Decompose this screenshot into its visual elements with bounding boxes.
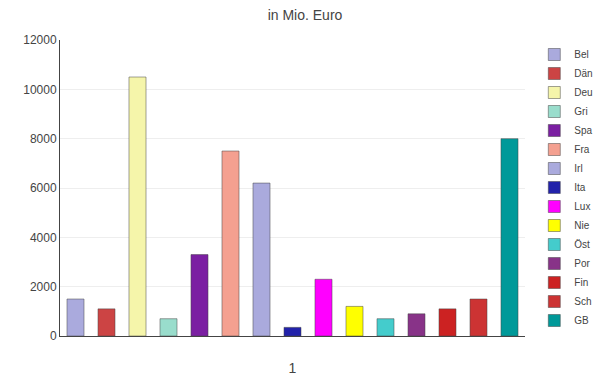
svg-text:Fin: Fin bbox=[574, 277, 588, 288]
svg-text:Fra: Fra bbox=[574, 144, 589, 155]
svg-text:10000: 10000 bbox=[23, 83, 57, 97]
svg-text:Dän: Dän bbox=[574, 68, 592, 79]
svg-text:Nie: Nie bbox=[574, 220, 589, 231]
svg-text:4000: 4000 bbox=[30, 231, 57, 245]
svg-text:Spa: Spa bbox=[574, 125, 592, 136]
svg-text:12000: 12000 bbox=[23, 33, 57, 47]
svg-text:Por: Por bbox=[574, 258, 590, 269]
svg-text:Deu: Deu bbox=[574, 87, 592, 98]
svg-text:2000: 2000 bbox=[30, 280, 57, 294]
svg-text:GB: GB bbox=[574, 315, 589, 326]
svg-text:Ita: Ita bbox=[574, 182, 586, 193]
svg-text:1: 1 bbox=[289, 360, 297, 376]
svg-text:Gri: Gri bbox=[574, 106, 587, 117]
svg-text:in Mio. Euro: in Mio. Euro bbox=[268, 7, 343, 23]
svg-text:0: 0 bbox=[50, 329, 57, 343]
svg-text:Öst: Öst bbox=[574, 239, 590, 250]
svg-text:6000: 6000 bbox=[30, 181, 57, 195]
svg-text:8000: 8000 bbox=[30, 132, 57, 146]
svg-text:Lux: Lux bbox=[574, 201, 590, 212]
svg-text:Bel: Bel bbox=[574, 49, 588, 60]
svg-text:Sch: Sch bbox=[574, 296, 591, 307]
svg-text:Irl: Irl bbox=[574, 163, 582, 174]
